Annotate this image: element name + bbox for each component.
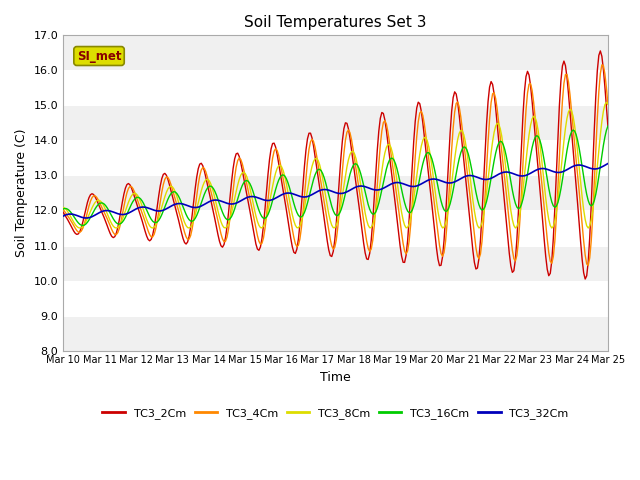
Bar <box>63 141 608 176</box>
Bar <box>63 36 608 71</box>
Bar <box>63 176 608 211</box>
Title: Soil Temperatures Set 3: Soil Temperatures Set 3 <box>244 15 427 30</box>
Bar <box>63 245 608 280</box>
Bar <box>63 211 608 245</box>
Y-axis label: Soil Temperature (C): Soil Temperature (C) <box>15 129 28 257</box>
Bar <box>63 315 608 350</box>
X-axis label: Time: Time <box>320 371 351 384</box>
Text: SI_met: SI_met <box>77 49 122 62</box>
Bar <box>63 71 608 106</box>
Bar <box>63 106 608 141</box>
Legend: TC3_2Cm, TC3_4Cm, TC3_8Cm, TC3_16Cm, TC3_32Cm: TC3_2Cm, TC3_4Cm, TC3_8Cm, TC3_16Cm, TC3… <box>98 404 573 423</box>
Bar <box>63 280 608 315</box>
